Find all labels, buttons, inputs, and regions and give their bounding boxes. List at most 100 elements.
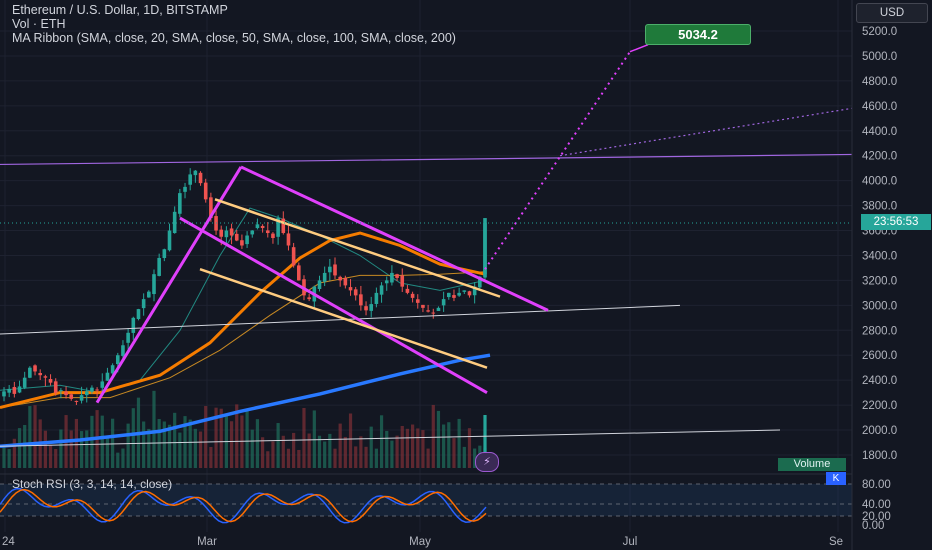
candle-body <box>203 182 208 200</box>
volume-bar <box>23 424 27 468</box>
volume-bar <box>43 430 47 468</box>
candle-body <box>95 389 99 391</box>
price-tick-label: 4600.0 <box>862 101 897 113</box>
stoch-rsi-lines <box>0 487 487 524</box>
stoch-rsi-label[interactable]: Stoch RSI (3, 3, 14, 14, close) <box>12 477 173 491</box>
volume-bar <box>359 436 363 468</box>
candle-body <box>115 355 120 365</box>
volume-bar <box>333 448 337 468</box>
volume-bar <box>33 405 37 468</box>
volume-bar <box>131 408 135 468</box>
candle-body <box>307 297 311 300</box>
volume-bar <box>142 421 146 468</box>
price-tick-label: 3400.0 <box>862 250 897 262</box>
falling-support-line <box>179 216 488 394</box>
candle-body <box>276 218 280 237</box>
volume-indicator-label[interactable]: Vol · ETH <box>12 17 66 31</box>
volume-bar <box>338 423 342 468</box>
price-tick-label: 3000.0 <box>862 300 897 312</box>
candle-body <box>395 274 399 278</box>
candle-body <box>426 310 430 312</box>
candle-body <box>84 391 89 396</box>
volume-bar <box>395 435 399 468</box>
volume-bar <box>354 446 358 468</box>
volume-tag: Volume <box>778 458 846 471</box>
volume-bar <box>447 422 451 468</box>
volume-bar <box>209 446 213 468</box>
candle-body <box>462 290 467 292</box>
volume-bar <box>266 451 270 468</box>
countdown-price-tag: 23:56:53 <box>861 214 931 230</box>
volume-bar <box>473 448 477 468</box>
volume-bar <box>17 428 22 468</box>
volume-bar <box>379 415 384 468</box>
candle-body <box>441 299 446 306</box>
volume-bar <box>121 448 125 468</box>
volume-bar <box>385 430 389 468</box>
candle-body <box>147 291 151 298</box>
volume-bar <box>59 429 63 468</box>
candle-body <box>472 286 477 296</box>
symbol-title[interactable]: Ethereum / U.S. Dollar, 1D, BITSTAMP <box>12 3 228 17</box>
candle-body <box>364 306 368 311</box>
candle-body <box>167 230 172 251</box>
candle-body <box>234 233 239 241</box>
currency-button[interactable]: USD <box>856 3 928 23</box>
volume-bar <box>173 412 177 468</box>
price-tick-label: 5200.0 <box>862 26 897 38</box>
candle-body <box>271 233 275 239</box>
price-tick-label: 2400.0 <box>862 375 897 387</box>
volume-bar <box>328 433 332 468</box>
stoch-tick-label: 0.00 <box>862 520 884 532</box>
candle-body <box>452 295 456 298</box>
candle-body <box>48 379 53 383</box>
time-axis: 24 Mar May Jul Se <box>2 536 843 548</box>
candle-body <box>141 299 146 309</box>
candle-body <box>188 174 192 185</box>
volume-bar <box>292 432 296 468</box>
volume-bar <box>204 406 208 468</box>
lightning-icon[interactable]: ⚡ <box>475 452 499 472</box>
volume-bar <box>178 432 182 468</box>
ma-ribbon-label[interactable]: MA Ribbon (SMA, close, 20, SMA, close, 5… <box>12 31 456 45</box>
candle-body <box>22 377 27 388</box>
volume-bar <box>307 433 311 468</box>
volume-bar <box>452 438 456 468</box>
candle-body <box>209 197 213 219</box>
stoch-tick-label: 20.00 <box>862 511 891 523</box>
candle-body <box>281 218 286 234</box>
volume-bar <box>188 419 192 468</box>
volume-bar <box>111 418 115 468</box>
volume-bar <box>286 448 291 468</box>
time-tick-label: Se <box>829 536 843 548</box>
candle-body <box>105 372 110 381</box>
candle-body <box>410 293 415 298</box>
candle-body <box>79 395 84 401</box>
candle-body <box>322 272 327 282</box>
volume-bar <box>105 436 110 468</box>
candle-body <box>7 388 11 393</box>
volume-bar <box>276 423 280 468</box>
volume-bar <box>312 410 316 468</box>
price-tick-label: 2800.0 <box>862 325 897 337</box>
volume-bar <box>271 441 275 468</box>
volume-bar <box>369 426 373 468</box>
volume-bar <box>48 445 53 468</box>
stoch-k-tag: K <box>826 472 846 485</box>
candle-body <box>74 400 79 402</box>
time-tick-label: Jul <box>623 536 638 548</box>
falling-resistance-line <box>240 165 549 312</box>
candle-body <box>353 289 358 296</box>
stoch-tick-label: 40.00 <box>862 499 891 511</box>
candle-body <box>317 280 322 289</box>
volume-bar <box>116 452 120 468</box>
target-price-label[interactable]: 5034.2 <box>645 24 751 45</box>
volume-bar <box>90 415 94 468</box>
candle-body <box>348 287 353 291</box>
volume-bar <box>416 428 420 468</box>
candle-body <box>245 235 249 245</box>
volume-bar <box>54 449 58 468</box>
candle-body <box>219 229 224 237</box>
candle-body <box>436 307 441 311</box>
